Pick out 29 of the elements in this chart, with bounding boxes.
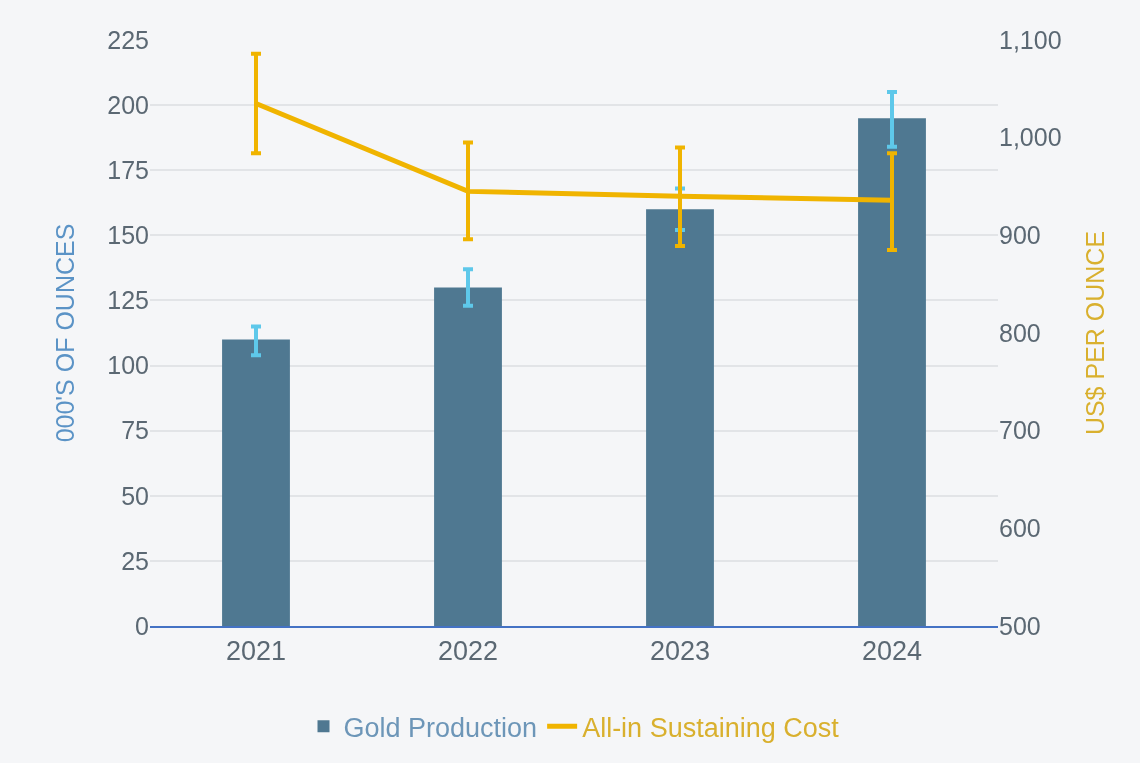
x-tick-label: 2023 — [649, 636, 711, 667]
y-tick-label: 150 — [107, 221, 149, 250]
y2-tick-label: 700 — [999, 416, 1041, 445]
bar — [434, 287, 502, 626]
y2-tick-label: 1,000 — [999, 123, 1062, 152]
y2-tick-label: 600 — [999, 514, 1041, 543]
y-axis-title: 000'S OF OUNCES — [51, 223, 80, 443]
bar — [222, 339, 290, 626]
legend-label: All-in Sustaining Cost — [582, 712, 840, 743]
y-tick-label: 200 — [107, 90, 149, 119]
x-tick-label: 2024 — [861, 636, 923, 667]
legend-label: Gold Production — [343, 712, 538, 743]
y-tick-label: 125 — [107, 286, 149, 315]
y-tick-label: 25 — [121, 546, 149, 575]
bar — [858, 118, 926, 626]
y2-tick-label: 900 — [999, 221, 1041, 250]
y-tick-label: 175 — [107, 155, 149, 184]
y2-tick-label: 1,100 — [999, 25, 1062, 54]
x-tick-label: 2021 — [225, 636, 287, 667]
y-tick-label: 225 — [107, 25, 149, 54]
y2-tick-label: 500 — [999, 611, 1041, 640]
y2-tick-label: 800 — [999, 318, 1041, 347]
y-tick-label: 0 — [135, 611, 149, 640]
y-tick-label: 100 — [107, 351, 149, 380]
y2-axis-title: US$ PER OUNCE — [1080, 230, 1109, 436]
y-tick-label: 50 — [121, 481, 149, 510]
x-tick-label: 2022 — [437, 636, 499, 667]
bar — [646, 209, 714, 626]
y-tick-label: 75 — [121, 416, 149, 445]
